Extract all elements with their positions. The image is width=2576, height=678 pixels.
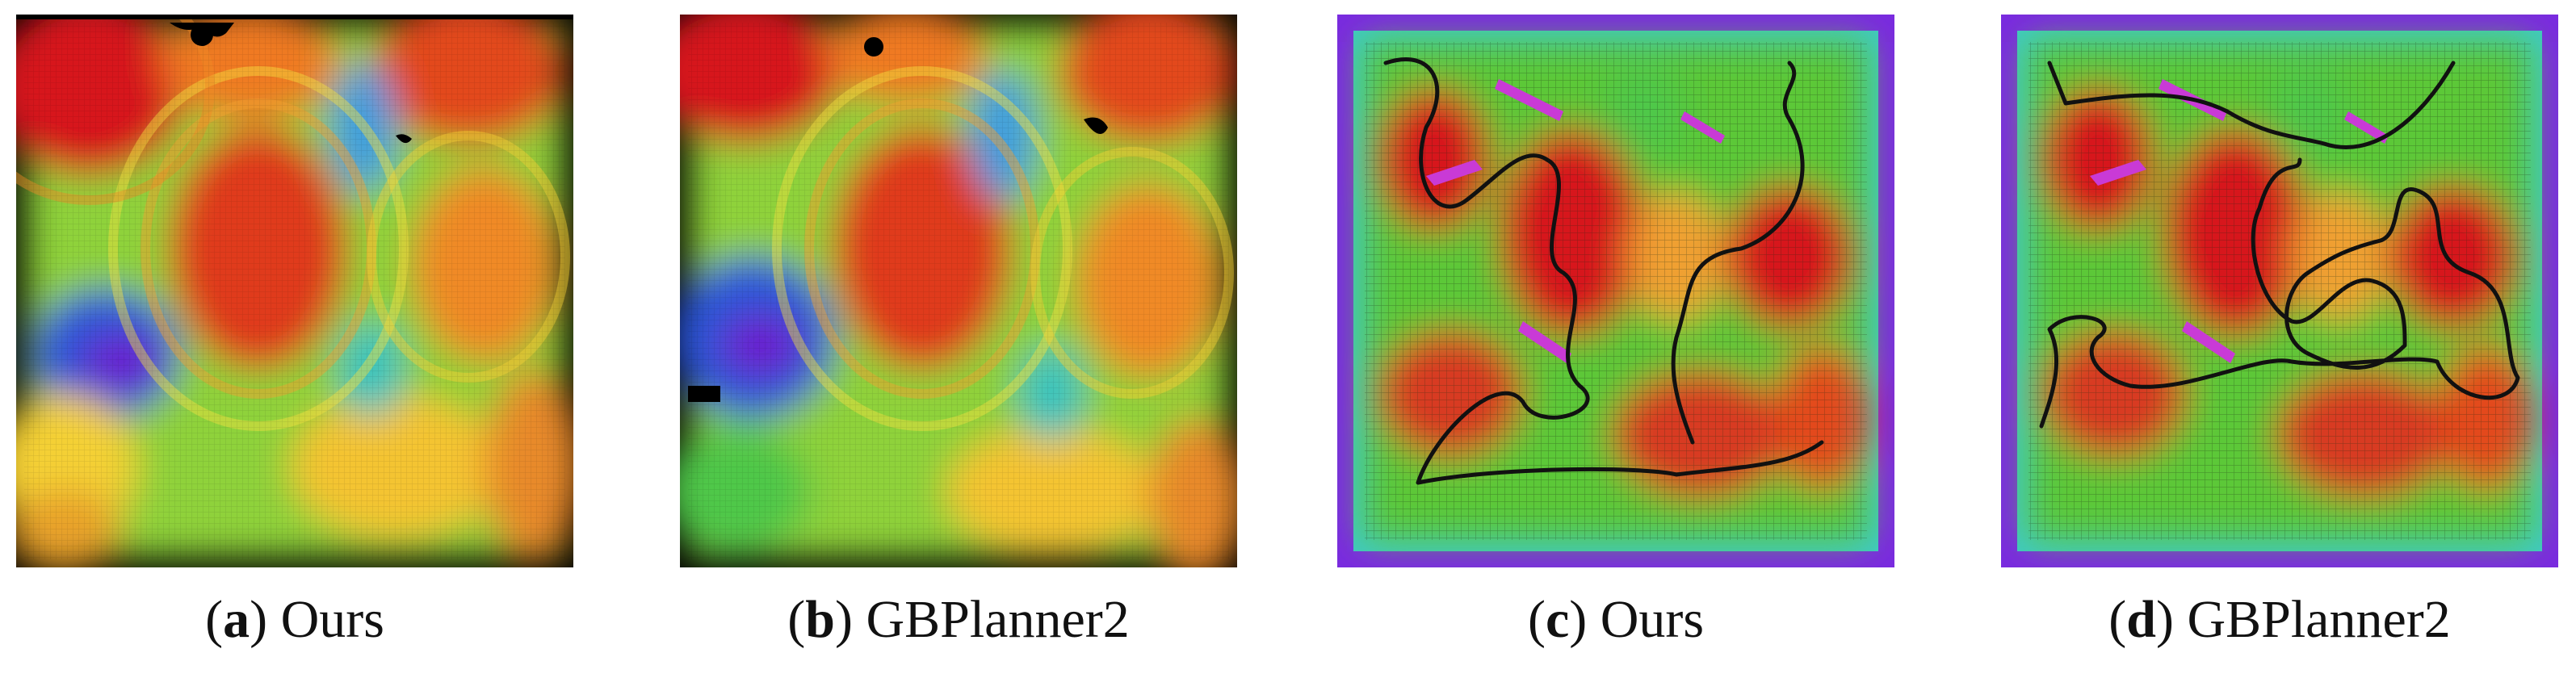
exploration-path (1383, 57, 1824, 485)
caption-letter: c (1545, 590, 1570, 649)
caption-letter: b (805, 590, 835, 649)
caption-b: (b) GBPlanner2 (787, 590, 1130, 649)
traversability-map-image (1337, 15, 1894, 567)
caption-d: (d) GBPlanner2 (2108, 590, 2451, 649)
caption-label: GBPlanner2 (2187, 590, 2451, 649)
elevation-map-image (16, 15, 573, 567)
caption-label: Ours (280, 590, 384, 649)
caption-letter: d (2126, 590, 2156, 649)
exploration-path (2039, 61, 2520, 429)
caption-label: GBPlanner2 (866, 590, 1130, 649)
caption-c: (c) Ours (1527, 590, 1705, 649)
panel-c: (c) Ours (1337, 0, 1935, 678)
caption-label: Ours (1600, 590, 1705, 649)
panel-b: (b) GBPlanner2 (680, 0, 1278, 678)
elevation-map-image (680, 15, 1237, 567)
caption-letter: a (223, 590, 250, 649)
panel-a: (a) Ours (16, 0, 614, 678)
panel-d: (d) GBPlanner2 (2001, 0, 2576, 678)
caption-a: (a) Ours (205, 590, 384, 649)
traversability-map-image (2001, 15, 2558, 567)
